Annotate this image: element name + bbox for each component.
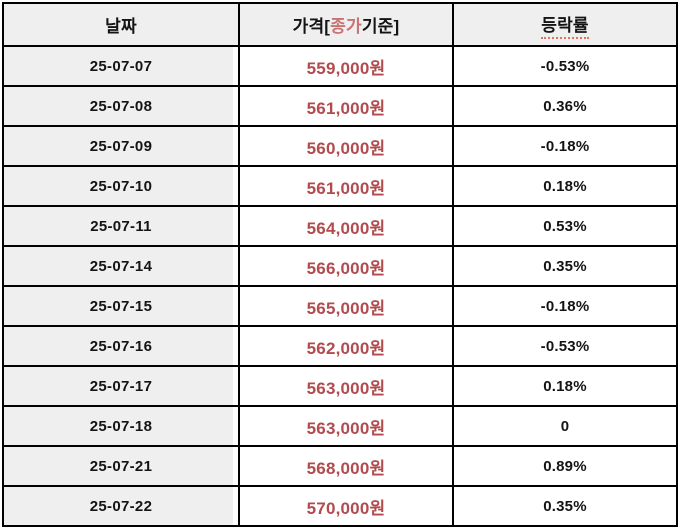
price-cell: 563,000원	[238, 365, 454, 407]
change-cell: 0.36%	[452, 85, 678, 127]
date-cell: 25-07-21	[2, 445, 240, 487]
date-cell: 25-07-15	[2, 285, 240, 327]
table-row: 25-07-16 562,000원 -0.53%	[2, 325, 678, 367]
table-row: 25-07-07 559,000원 -0.53%	[2, 45, 678, 87]
column-header-change: 등락률	[452, 2, 678, 47]
table-body: 25-07-07 559,000원 -0.53% 25-07-08 561,00…	[2, 45, 678, 527]
header-row: 날짜 가격[종가기준] 등락률	[2, 2, 678, 47]
change-cell: -0.18%	[452, 125, 678, 167]
date-cell: 25-07-10	[2, 165, 240, 207]
price-cell: 566,000원	[238, 245, 454, 287]
price-cell: 561,000원	[238, 165, 454, 207]
price-cell: 561,000원	[238, 85, 454, 127]
date-cell: 25-07-09	[2, 125, 240, 167]
table-row: 25-07-22 570,000원 0.35%	[2, 485, 678, 527]
table-row: 25-07-09 560,000원 -0.18%	[2, 125, 678, 167]
change-cell: 0.35%	[452, 245, 678, 287]
change-cell: 0	[452, 405, 678, 447]
price-cell: 565,000원	[238, 285, 454, 327]
price-cell: 564,000원	[238, 205, 454, 247]
change-cell: -0.18%	[452, 285, 678, 327]
table-row: 25-07-15 565,000원 -0.18%	[2, 285, 678, 327]
change-cell: 0.18%	[452, 365, 678, 407]
table-row: 25-07-21 568,000원 0.89%	[2, 445, 678, 487]
table-header: 날짜 가격[종가기준] 등락률	[2, 2, 678, 47]
table-row: 25-07-08 561,000원 0.36%	[2, 85, 678, 127]
change-cell: 0.35%	[452, 485, 678, 527]
column-header-date: 날짜	[2, 2, 240, 47]
date-header-label: 날짜	[105, 17, 137, 36]
price-header-highlight: 종가	[330, 17, 362, 36]
table-row: 25-07-10 561,000원 0.18%	[2, 165, 678, 207]
change-cell: 0.53%	[452, 205, 678, 247]
date-cell: 25-07-14	[2, 245, 240, 287]
price-cell: 570,000원	[238, 485, 454, 527]
price-header-suffix: 기준]	[361, 17, 400, 36]
price-cell: 560,000원	[238, 125, 454, 167]
column-header-price: 가격[종가기준]	[238, 2, 454, 47]
table-row: 25-07-18 563,000원 0	[2, 405, 678, 447]
price-header-prefix: 가격[	[292, 17, 331, 36]
price-cell: 563,000원	[238, 405, 454, 447]
change-cell: -0.53%	[452, 45, 678, 87]
date-cell: 25-07-07	[2, 45, 240, 87]
table-row: 25-07-17 563,000원 0.18%	[2, 365, 678, 407]
change-cell: 0.89%	[452, 445, 678, 487]
date-cell: 25-07-22	[2, 485, 240, 527]
price-cell: 559,000원	[238, 45, 454, 87]
change-cell: 0.18%	[452, 165, 678, 207]
price-cell: 562,000원	[238, 325, 454, 367]
date-cell: 25-07-16	[2, 325, 240, 367]
table-row: 25-07-14 566,000원 0.35%	[2, 245, 678, 287]
date-cell: 25-07-17	[2, 365, 240, 407]
price-cell: 568,000원	[238, 445, 454, 487]
table-row: 25-07-11 564,000원 0.53%	[2, 205, 678, 247]
change-header-label: 등락률	[541, 11, 589, 39]
date-cell: 25-07-18	[2, 405, 240, 447]
date-cell: 25-07-11	[2, 205, 240, 247]
date-cell: 25-07-08	[2, 85, 240, 127]
change-cell: -0.53%	[452, 325, 678, 367]
